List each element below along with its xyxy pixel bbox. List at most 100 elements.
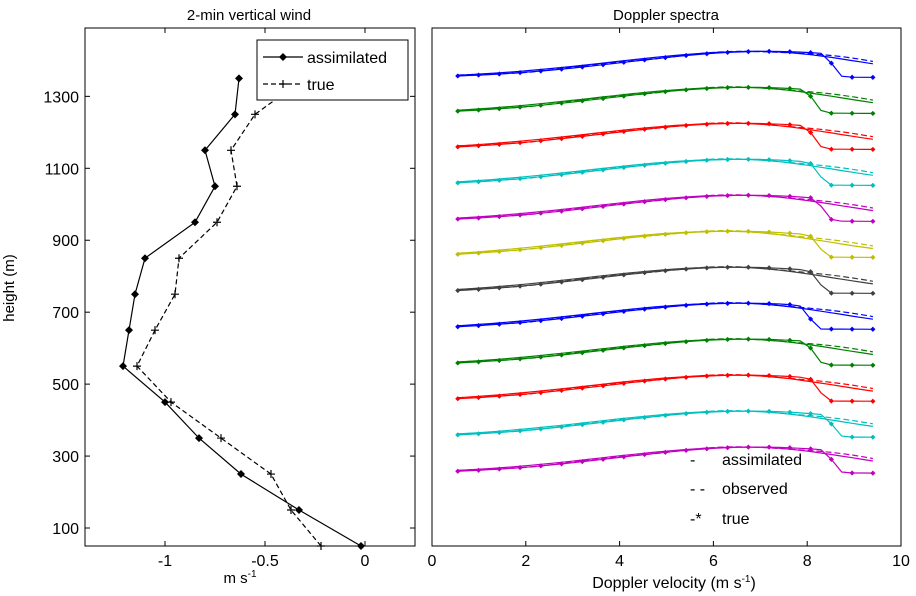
spectrum-true-point	[641, 343, 648, 349]
spectrum-true-point	[538, 102, 544, 108]
spectrum-true-point	[475, 431, 482, 437]
spectrum-true-point	[828, 290, 834, 296]
spectrum-true-point	[455, 468, 461, 474]
spectrum-true-point	[828, 182, 834, 188]
spectrum-true-point	[745, 49, 751, 55]
spectrum-true-point	[496, 429, 502, 436]
spectrum-true-point	[455, 144, 461, 150]
spectrum-true-point	[558, 66, 565, 72]
spectrum-true-point	[745, 300, 751, 306]
right-x-tick-label: 0	[428, 553, 437, 570]
left-panel: 2-min vertical wind 10030050070090011001…	[1, 7, 416, 587]
spectrum-true-point	[558, 136, 565, 142]
spectrum-true-point	[558, 424, 565, 430]
left-point-assimilated	[195, 434, 203, 443]
spectrum-true-point	[683, 339, 689, 345]
spectrum-true-point	[662, 449, 668, 455]
spectrum-true-point	[496, 393, 502, 399]
spectrum-true-point	[538, 463, 544, 469]
spectrum-true-point	[558, 100, 565, 106]
spectrum-true-point	[517, 319, 523, 326]
spectrum-true-point	[766, 48, 772, 54]
spectrum-true-point	[849, 182, 855, 188]
right-legend: - assimilated - - observed -* true	[690, 452, 802, 528]
spectrum-true-point	[621, 345, 627, 351]
spectrum-true-point	[808, 446, 814, 452]
spectrum-true-point	[496, 285, 502, 291]
spectrum-true-point	[704, 229, 710, 235]
spectrum-true-point	[641, 91, 648, 97]
spectrum-true-point	[724, 156, 731, 163]
spectrum-true-point	[828, 421, 834, 427]
legend-label-true: true	[307, 77, 335, 94]
spectrum-true-point	[849, 254, 855, 260]
left-point-assimilated	[211, 182, 219, 191]
spectrum-true-point	[870, 326, 876, 332]
spectrum-true-point	[621, 272, 627, 278]
spectrum-true-point	[621, 308, 627, 315]
spectrum-true-point	[621, 454, 627, 460]
spectrum-true-point	[849, 398, 855, 404]
spectrum-true-point	[600, 238, 606, 244]
spectrum-true-point	[455, 287, 461, 294]
spectrum-true-point	[517, 391, 523, 398]
spectrum-true-point	[766, 157, 772, 163]
spectrum-true-point	[496, 321, 502, 327]
spectrum-true-point	[766, 444, 772, 450]
spectrum-true-point	[849, 290, 855, 296]
spectrum-true-point	[517, 176, 523, 182]
spectrum-true-point	[538, 318, 544, 324]
spectrum-true-point	[579, 277, 585, 283]
spectrum-true-point	[496, 466, 502, 472]
spectrum-true-point	[455, 360, 461, 366]
spectrum-true-point	[517, 104, 523, 110]
spectrum-true-point	[662, 412, 668, 419]
spectrum-true-point	[870, 290, 876, 296]
right-x-tick-label: 2	[521, 553, 530, 570]
right-x-tick-label: 6	[709, 553, 718, 570]
spectrum-true-point	[538, 210, 544, 216]
spectrum-true-point	[558, 279, 565, 285]
left-x-tick-label: -1	[158, 553, 172, 570]
spectrum-true-point	[828, 216, 834, 223]
spectrum-true-point	[579, 98, 585, 104]
spectrum-true-point	[496, 357, 502, 364]
spectrum-true-point	[683, 266, 689, 272]
spectrum-true-point	[828, 146, 834, 152]
spectrum-true-point	[558, 208, 565, 214]
spectrum-true-point	[704, 51, 710, 57]
spectrum-true-point	[600, 383, 606, 389]
left-point-true	[233, 182, 241, 191]
legend-text-true: true	[722, 511, 750, 528]
spectrum-true-point	[787, 337, 793, 343]
spectrum-true-point	[704, 301, 710, 307]
left-point-true	[151, 326, 159, 335]
spectrum-true-point	[579, 422, 585, 428]
left-y-tick-label: 1300	[43, 89, 79, 106]
spectrum-true-point	[496, 106, 502, 112]
spectrum-true-point	[724, 300, 731, 306]
left-point-true	[167, 398, 175, 407]
legend-symbol-observed: - -	[690, 481, 705, 498]
spectrum-true-point	[745, 120, 751, 126]
right-x-axis-label: Doppler velocity (m s-1)	[592, 574, 756, 592]
spectrum-true-point	[662, 268, 668, 274]
spectrum-true-point	[870, 182, 876, 188]
spectrum-true-point	[600, 419, 606, 425]
spectrum-true-point	[766, 192, 772, 199]
left-plot-area: 100 300 500 700 900 1100 1300 -1 -0.5 0	[43, 28, 415, 570]
spectrum-true-point	[704, 265, 710, 271]
spectrum-true-point	[558, 242, 565, 249]
spectrum-true-point	[600, 456, 606, 462]
spectrum-true-point	[683, 158, 689, 165]
right-x-axis-label-main: Doppler velocity (m s	[592, 575, 741, 592]
spectrum-true-point	[621, 59, 627, 65]
spectrum-true-point	[828, 110, 834, 116]
spectrum-true-point	[496, 248, 502, 255]
spectrum-true-point	[475, 143, 482, 149]
spectrum-true-point	[724, 120, 731, 127]
spectrum-true-point	[641, 378, 648, 384]
spectrum-true-point	[517, 428, 523, 434]
spectrum-true-point	[496, 177, 502, 183]
